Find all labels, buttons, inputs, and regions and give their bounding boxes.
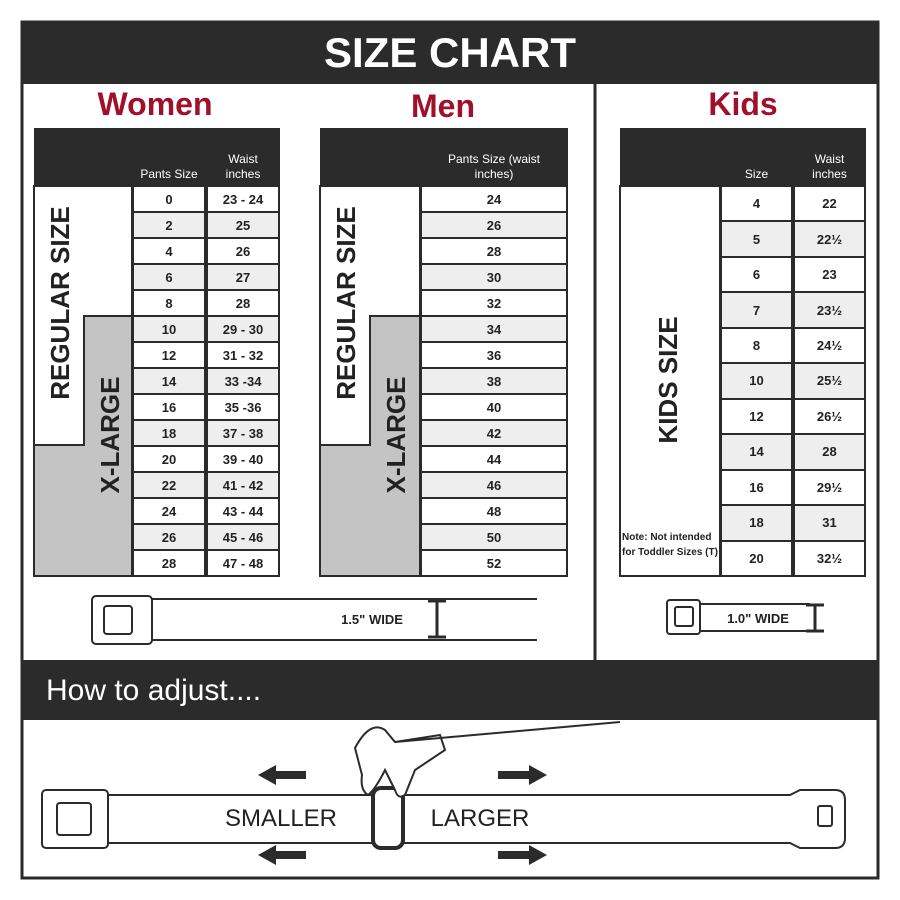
table-cell: 41 - 42: [206, 471, 280, 499]
table-cell: 18: [720, 504, 793, 542]
table-cell: 26: [420, 211, 568, 239]
adjust-bar: [22, 660, 878, 720]
table-cell: 6: [132, 263, 206, 291]
page-title: SIZE CHART: [324, 29, 576, 76]
column-header: Waist inches: [812, 152, 847, 181]
table-cell: 35 -36: [206, 393, 280, 421]
column-header: Pants Size (waist inches): [447, 152, 541, 181]
adult-belt: [91, 595, 537, 645]
table-cell: 32½: [793, 539, 866, 577]
table-cell: 26: [206, 237, 280, 265]
table-cell: 34: [420, 315, 568, 343]
table-header-bg: [34, 128, 280, 186]
table-cell: 20: [132, 445, 206, 473]
table-cell: 14: [720, 433, 793, 471]
section-heading: Women: [97, 85, 213, 122]
table-cell: 2: [132, 211, 206, 239]
table-cell: 18: [132, 419, 206, 447]
belt-width: 1.5" WIDE: [341, 611, 403, 627]
table-cell: 24: [132, 497, 206, 525]
table-cell: 8: [720, 326, 793, 365]
table-cell: 20: [720, 539, 793, 577]
table-cell: 6: [720, 255, 793, 294]
table-cell: 26½: [793, 397, 866, 436]
table-cell: 16: [720, 468, 793, 507]
adjust-belt: [41, 721, 846, 850]
column-header: Waist inches: [225, 152, 261, 181]
table-cell: 5: [720, 220, 793, 258]
table-cell: 12: [132, 341, 206, 369]
table-cell: 27: [206, 263, 280, 291]
table-cell: 8: [132, 289, 206, 317]
table-cell: 40: [420, 393, 568, 421]
table-cell: 33 -34: [206, 367, 280, 395]
table-cell: 32: [420, 289, 568, 317]
table-cell: 12: [720, 397, 793, 436]
table-cell: 48: [420, 497, 568, 525]
adjust-title: How to adjust....: [46, 674, 262, 707]
table-header-bg: [620, 128, 866, 186]
note: Note: Not intended for Toddler Sizes (T): [622, 532, 718, 558]
table-cell: 25: [206, 211, 280, 239]
table-cell: 14: [132, 367, 206, 395]
table-cell: 23½: [793, 291, 866, 329]
title-bar: [22, 22, 878, 84]
table-cell: 43 - 44: [206, 497, 280, 525]
table-cell: 22: [132, 471, 206, 499]
table-cell: 36: [420, 341, 568, 369]
table-cell: 30: [420, 263, 568, 291]
group-label: KIDS SIZE: [652, 316, 683, 444]
group-column: [619, 185, 721, 577]
kids-belt: [666, 599, 824, 635]
table-cell: 4: [132, 237, 206, 265]
table-cell: 28: [132, 549, 206, 577]
table-cell: 23 - 24: [206, 185, 280, 213]
table-cell: 50: [420, 523, 568, 551]
table-cell: 31 - 32: [206, 341, 280, 369]
table-cell: 26: [132, 523, 206, 551]
table-cell: 47 - 48: [206, 549, 280, 577]
table-cell: 0: [132, 185, 206, 213]
table-cell: 22½: [793, 220, 866, 258]
table-cell: 44: [420, 445, 568, 473]
group-label: REGULAR SIZE: [330, 206, 361, 400]
table-cell: 38: [420, 367, 568, 395]
table-cell: 52: [420, 549, 568, 577]
group-label: X-LARGE: [94, 376, 125, 494]
table-cell: 42: [420, 419, 568, 447]
table-cell: 28: [206, 289, 280, 317]
section-heading: Men: [411, 87, 475, 124]
column-header: Pants Size: [140, 167, 198, 181]
table-cell: 29½: [793, 468, 866, 507]
column-header: Size: [744, 167, 769, 181]
table-cell: 16: [132, 393, 206, 421]
direction-label: LARGER: [430, 805, 530, 832]
table-cell: 28: [793, 433, 866, 471]
table-cell: 24½: [793, 326, 866, 365]
table-cell: 10: [720, 362, 793, 400]
table-cell: 37 - 38: [206, 419, 280, 447]
direction-label: SMALLER: [224, 805, 338, 832]
table-cell: 46: [420, 471, 568, 499]
table-cell: 10: [132, 315, 206, 343]
belt-width: 1.0" WIDE: [727, 610, 789, 626]
table-cell: 22: [793, 185, 866, 223]
group-label: X-LARGE: [380, 376, 411, 494]
table-cell: 4: [720, 185, 793, 223]
section-heading: Kids: [708, 85, 778, 122]
table-cell: 24: [420, 185, 568, 213]
table-header-bg: [320, 128, 568, 186]
table-cell: 39 - 40: [206, 445, 280, 473]
table-cell: 25½: [793, 362, 866, 400]
table-cell: 31: [793, 504, 866, 542]
table-cell: 23: [793, 255, 866, 294]
table-cell: 28: [420, 237, 568, 265]
group-label: REGULAR SIZE: [44, 206, 75, 400]
table-cell: 29 - 30: [206, 315, 280, 343]
arrows: [258, 765, 547, 865]
table-cell: 45 - 46: [206, 523, 280, 551]
table-cell: 7: [720, 291, 793, 329]
